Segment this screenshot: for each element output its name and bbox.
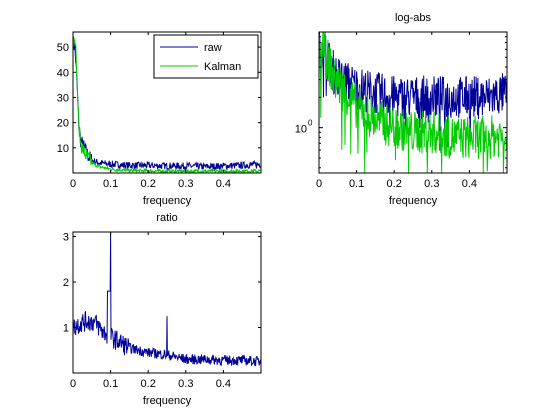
x-tick-label: 0.4 bbox=[216, 178, 231, 190]
x-tick-label: 0.1 bbox=[103, 178, 118, 190]
x-tick-label: 0.3 bbox=[178, 178, 193, 190]
plot-frame bbox=[318, 31, 508, 174]
series-line-raw bbox=[73, 36, 261, 172]
y-tick-label: 2 bbox=[63, 277, 69, 289]
y-tick-label: 30 bbox=[57, 92, 69, 104]
legend-label-kalman: Kalman bbox=[204, 61, 241, 73]
x-axis-label: frequency bbox=[143, 195, 192, 207]
plot-raw-vs-kalman: 10 20 30 40 50 0 0.1 0.2 0.3 0.4 frequency raw Kalma… bbox=[57, 31, 262, 207]
x-tick-label: 0.4 bbox=[462, 178, 477, 190]
y-tick-label: 10 bbox=[295, 124, 307, 136]
legend: raw Kalman bbox=[153, 34, 259, 79]
plot-ratio: 1 2 3 0 0.1 0.2 0.3 0.4 frequency ratio bbox=[63, 212, 262, 407]
x-tick-label: 0.4 bbox=[216, 378, 231, 390]
x-tick-label: 0 bbox=[316, 178, 322, 190]
x-tick-label: 0.1 bbox=[349, 178, 364, 190]
legend-label-raw: raw bbox=[204, 42, 222, 54]
series-line-raw bbox=[319, 32, 507, 151]
x-tick-label: 0.3 bbox=[424, 178, 439, 190]
y-tick-label: 10 bbox=[57, 143, 69, 155]
x-tick-label: 0.2 bbox=[141, 178, 156, 190]
x-tick-label: 0.2 bbox=[387, 178, 402, 190]
x-tick-label: 0 bbox=[70, 378, 76, 390]
plot-title: ratio bbox=[156, 212, 177, 224]
y-tick-label: 3 bbox=[63, 232, 69, 244]
plot-frame bbox=[72, 31, 262, 174]
x-axis-label: frequency bbox=[389, 195, 438, 207]
y-tick-label: 40 bbox=[57, 67, 69, 79]
legend-box bbox=[153, 34, 259, 79]
plot-frame bbox=[72, 231, 262, 374]
series-line-kalman bbox=[319, 32, 507, 173]
y-tick-label: 20 bbox=[57, 118, 69, 130]
x-tick-label: 0.1 bbox=[103, 378, 118, 390]
x-tick-label: 0.3 bbox=[178, 378, 193, 390]
y-tick-exponent: 0 bbox=[308, 119, 313, 128]
x-tick-label: 0.2 bbox=[141, 378, 156, 390]
y-tick-label: 1 bbox=[63, 323, 69, 335]
x-axis-label: frequency bbox=[143, 395, 192, 407]
plot-title: log-abs bbox=[395, 12, 432, 24]
series-line-ratio bbox=[73, 232, 261, 367]
y-tick-label: 50 bbox=[57, 42, 69, 54]
x-tick-label: 0 bbox=[70, 178, 76, 190]
